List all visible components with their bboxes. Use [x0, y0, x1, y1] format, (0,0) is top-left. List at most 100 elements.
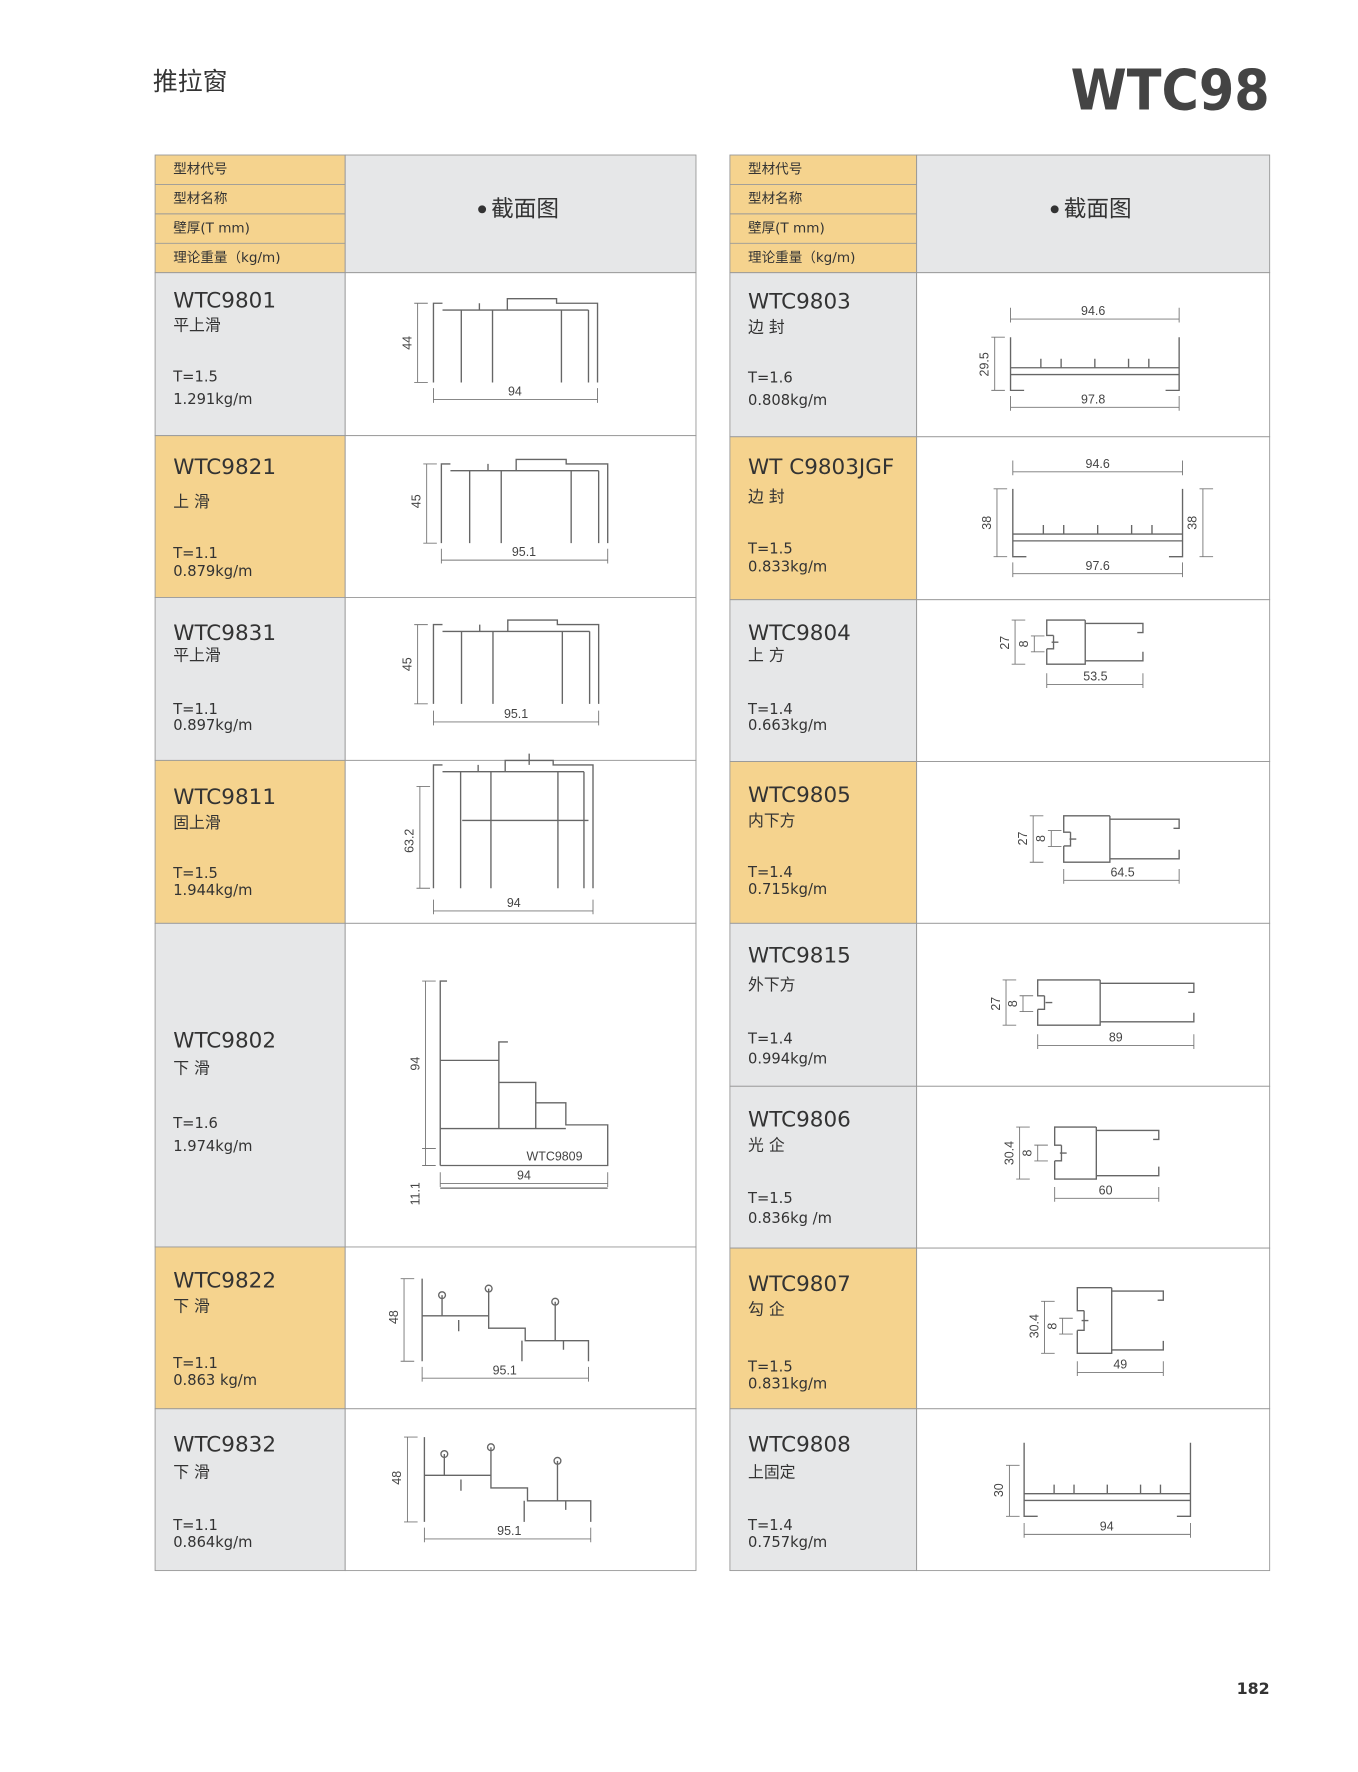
unit-weight: 0.715kg/m [748, 881, 827, 898]
dimension-label: 27 [1016, 831, 1030, 845]
dimension-line [1199, 488, 1214, 558]
unit-weight: 0.863 kg/m [173, 1372, 257, 1389]
profile-code: WTC9803 [748, 290, 851, 315]
unit-weight: 1.944kg/m [173, 882, 252, 899]
drawing-note: WTC9809 [527, 1149, 583, 1163]
dimension-line [423, 1527, 592, 1543]
profile-code: WTC9815 [748, 944, 851, 969]
dimension-line [433, 899, 594, 915]
profile-code: WTC9805 [748, 783, 851, 808]
dimension-label: 45 [400, 657, 414, 671]
profile-name: 平上滑 [173, 315, 221, 334]
dimension-label: 94 [508, 385, 522, 399]
dimension-line [1010, 396, 1180, 411]
drawing-cell [916, 1085, 1271, 1249]
dimension-label: 27 [998, 636, 1012, 650]
label-cell [154, 759, 346, 924]
dimension-line [1076, 1361, 1164, 1376]
label-cell [154, 272, 346, 437]
wall-thickness: T=1.6 [172, 1115, 218, 1132]
drawing-cell [916, 761, 1271, 924]
dimension-label: 94.6 [1086, 457, 1110, 471]
profile-outline [432, 619, 600, 704]
profile-code: WTC9807 [748, 1272, 851, 1297]
dimension-line [1063, 869, 1180, 884]
dimension-line [439, 1172, 609, 1187]
header-label: 型材代号 [748, 162, 802, 178]
profile-outline [439, 980, 609, 1189]
dimension-line [1047, 830, 1062, 847]
dimension-line [1012, 562, 1183, 578]
drawing-cell [344, 1408, 697, 1572]
dimension-label: 95.1 [512, 545, 536, 559]
unit-weight: 0.864kg/m [173, 1534, 252, 1551]
wall-thickness: T=1.4 [747, 1517, 793, 1534]
dimension-label: 64.5 [1110, 865, 1134, 879]
unit-weight: 0.757kg/m [748, 1534, 827, 1551]
header-label: 理论重量（kg/m) [173, 250, 280, 266]
label-cell [729, 761, 918, 924]
dimension-line [400, 1278, 415, 1362]
profile-code: WT C9803JGF [748, 455, 894, 480]
dimension-label: 53.5 [1083, 670, 1107, 684]
dimension-line [991, 336, 1005, 391]
wall-thickness: T=1.4 [747, 1030, 793, 1047]
dimension-line [1029, 815, 1044, 863]
wall-thickness: T=1.5 [747, 540, 793, 557]
label-cell [154, 1246, 346, 1410]
profile-outline [1063, 815, 1180, 863]
drawing-cell [916, 599, 1271, 762]
dimension-line [1023, 1523, 1191, 1538]
bullet [478, 205, 487, 214]
dimension-label: 44 [400, 336, 414, 350]
unit-weight: 0.663kg/m [748, 717, 827, 734]
profile-name: 下 滑 [173, 1463, 210, 1482]
dimension-line [1012, 460, 1183, 476]
dimension-line [1002, 979, 1017, 1026]
dimension-label: 94 [408, 1057, 422, 1071]
dimension-label: 48 [387, 1310, 401, 1324]
profile-outline [423, 1437, 592, 1522]
dimension-label: 30.4 [1027, 1314, 1041, 1338]
profile-code: WTC9801 [173, 288, 276, 313]
profile-name: 上 方 [748, 646, 785, 665]
dimension-label: 48 [390, 1471, 404, 1485]
dimension-line [440, 548, 609, 564]
profile-outline [421, 1278, 590, 1362]
dimension-label: 27 [989, 997, 1003, 1011]
dimension-line [1016, 1126, 1030, 1180]
drawing-cell [344, 435, 697, 598]
unit-weight: 0.831kg/m [748, 1375, 827, 1392]
header-drawing-cell [344, 154, 697, 274]
profile-code: WTC9822 [173, 1268, 276, 1293]
wall-thickness: T=1.1 [172, 701, 218, 718]
unit-weight: 0.808kg/m [748, 392, 827, 409]
drawing-cell [344, 922, 697, 1248]
dimension-line [404, 1436, 418, 1523]
wall-thickness: T=1.5 [172, 865, 218, 882]
label-cell [729, 1247, 918, 1410]
dimension-label: 95.1 [493, 1363, 517, 1377]
dimension-label: 89 [1109, 1031, 1123, 1045]
drawing-cell [916, 436, 1271, 601]
dimension-label: 38 [1186, 516, 1200, 530]
dimension-line [993, 488, 1008, 558]
profile-code: WTC9808 [748, 1432, 851, 1457]
dimension-label: 38 [980, 516, 994, 530]
profile-name: 内下方 [748, 811, 795, 830]
profile-code: WTC9802 [173, 1029, 276, 1054]
profile-name: 上 滑 [173, 492, 210, 511]
dimension-label: 63.2 [403, 829, 417, 853]
profile-name: 下 滑 [173, 1296, 210, 1315]
profile-outline [1009, 337, 1180, 392]
unit-weight: 1.291kg/m [173, 391, 252, 408]
header-drawing-title: 截面图 [1064, 196, 1132, 222]
profile-name: 边 封 [748, 487, 785, 506]
dimension-line [422, 1148, 436, 1166]
profile-outline [1012, 488, 1184, 558]
label-cell [154, 1408, 346, 1572]
dimension-label: 94 [517, 1169, 531, 1183]
dimension-line [414, 624, 428, 705]
wall-thickness: T=1.4 [747, 701, 793, 718]
